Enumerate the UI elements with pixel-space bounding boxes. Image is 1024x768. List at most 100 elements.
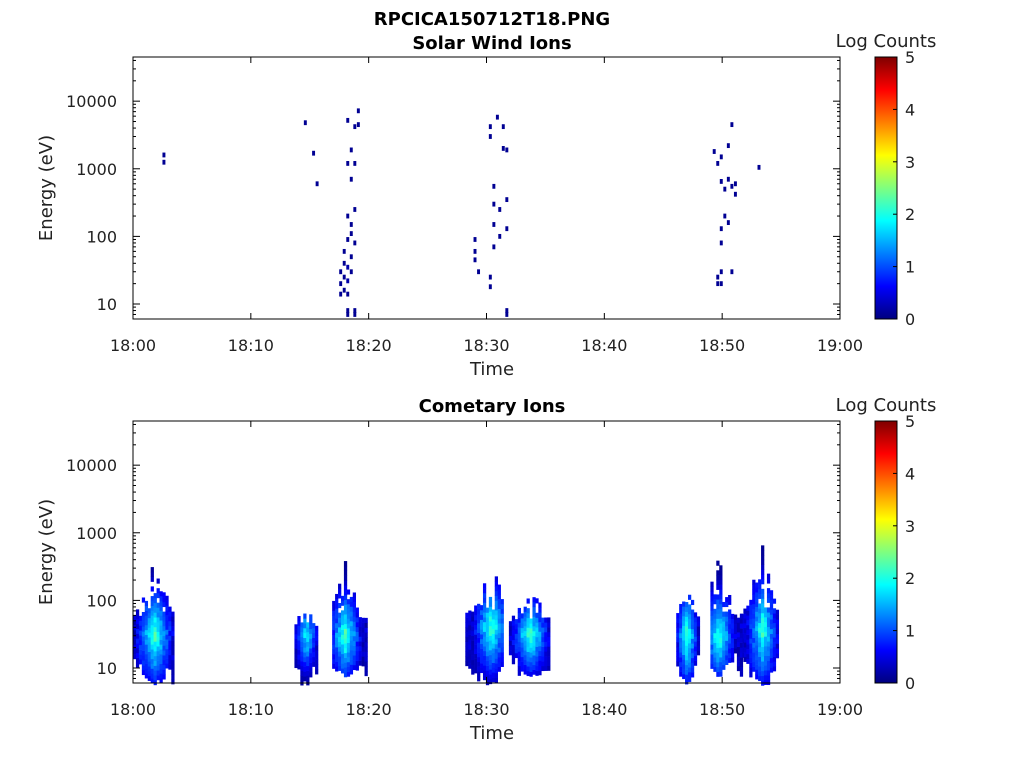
spectrogram-cell: [769, 628, 774, 634]
spectrogram-cell: [346, 603, 351, 610]
spectrogram-cell: [159, 678, 163, 684]
spectrogram-cell: [153, 675, 157, 681]
spectrogram-cell: [526, 598, 530, 604]
spectrogram-cell: [156, 631, 160, 637]
spectrogram-cell: [755, 640, 759, 646]
spectrogram-cell: [153, 665, 157, 671]
spectrogram-cell: [676, 646, 680, 652]
spectrogram-cell: [150, 567, 154, 573]
spectrogram-cell: [147, 613, 151, 619]
spectrogram-cell: [171, 679, 175, 685]
spectrogram-cell: [713, 637, 717, 643]
spectrogram-cell: [150, 673, 154, 679]
spectrogram-cell: [725, 630, 729, 637]
spectrogram-cell: [159, 596, 163, 602]
spectrogram-cell: [332, 649, 336, 655]
spectrogram-cell: [488, 596, 493, 603]
spectrogram-cell: [162, 655, 166, 661]
spectrogram-cell: [144, 658, 149, 664]
spectrogram-cell: [728, 609, 732, 615]
spectrogram-cell: [171, 664, 175, 670]
spectrogram-cell: [156, 626, 160, 632]
spectrogram-cell: [772, 613, 777, 619]
spectrogram-cell: [343, 628, 348, 634]
spectrogram-cell: [763, 607, 768, 613]
spectrogram-cell: [541, 646, 545, 652]
spectrogram-cell: [309, 667, 313, 673]
spectrogram-cell: [482, 592, 487, 599]
spectrogram-cell: [511, 620, 516, 626]
spectrogram-cell: [719, 226, 723, 232]
spectrogram-cell: [685, 655, 689, 661]
spectrogram-cell: [168, 650, 172, 656]
spectrogram-cell: [147, 627, 151, 633]
spectrogram-cell: [679, 623, 683, 629]
spectrogram-cell: [352, 655, 357, 661]
spectrogram-cell: [682, 659, 686, 665]
spectrogram-cell: [736, 656, 741, 662]
spectrogram-cell: [309, 619, 313, 625]
colorbar-gradient: [874, 56, 898, 320]
spectrogram-cell: [682, 640, 686, 646]
spectrogram-cell: [153, 651, 157, 657]
spectrogram-cell: [168, 654, 172, 661]
spectrogram-cell: [716, 657, 720, 663]
spectrogram-cell: [733, 643, 738, 649]
spectrogram-cell: [687, 647, 692, 653]
spectrogram-cell: [156, 670, 160, 676]
spectrogram-cell: [749, 643, 753, 649]
spectrogram-cell: [766, 621, 771, 628]
spectrogram-cell: [165, 663, 169, 669]
spectrogram-cell: [730, 269, 734, 275]
spectrogram-cell: [679, 628, 683, 634]
spectrogram-cell: [488, 274, 492, 280]
spectrogram-cell: [728, 657, 732, 663]
spectrogram-cell: [346, 308, 350, 313]
spectrogram-cell: [710, 620, 714, 626]
spectrogram-cell: [544, 656, 548, 662]
spectrogram-cell: [685, 635, 689, 641]
spectrogram-cell: [340, 595, 345, 601]
spectrogram-cell: [141, 665, 146, 671]
spectrogram-cell: [763, 626, 768, 632]
spectrogram-cell: [153, 626, 157, 633]
spectrogram-cell: [713, 657, 717, 663]
spectrogram-cell: [532, 659, 536, 666]
spectrogram-cell: [162, 592, 166, 598]
spectrogram-cell: [353, 207, 357, 212]
spectrogram-cell: [482, 675, 487, 681]
spectrogram-cell: [687, 676, 692, 682]
spectrogram-cell: [538, 636, 542, 642]
spectrogram-cell: [162, 674, 166, 680]
colorbar: 0 1 2 3 4 5: [874, 412, 915, 693]
spectrogram-cell: [682, 601, 686, 607]
spectrogram-cell: [494, 634, 498, 640]
spectrogram-cell: [529, 657, 533, 663]
spectrogram-cell: [761, 545, 765, 551]
spectrogram-cell: [168, 645, 172, 651]
spectrogram-cell: [775, 648, 780, 654]
spectrogram-cell: [358, 660, 362, 666]
spectrogram-cell: [682, 649, 686, 655]
spectrogram-cell: [468, 620, 472, 626]
spectrogram-cell: [352, 635, 357, 642]
spectrogram-cell: [303, 671, 307, 677]
spectrogram-cell: [679, 637, 683, 643]
spectrogram-cell: [739, 647, 744, 653]
spectrogram-cell: [514, 619, 519, 625]
spectrogram-cell: [497, 603, 501, 610]
spectrogram-cell: [719, 661, 723, 668]
spectrogram-cell: [338, 665, 342, 671]
spectrogram-cell: [361, 641, 365, 648]
spectrogram-cell: [156, 655, 160, 661]
spectrogram-cell: [676, 651, 680, 657]
spectrogram-cell: [312, 623, 316, 629]
spectrogram-cell: [523, 645, 527, 651]
spectrogram-cell: [520, 651, 524, 658]
spectrogram-cell: [716, 608, 720, 615]
spectrogram-cell: [162, 626, 166, 632]
spectrogram-cell: [312, 637, 316, 643]
spectrogram-cell: [733, 638, 738, 644]
spectrogram-cell: [338, 603, 342, 609]
spectrogram-cell: [491, 633, 496, 639]
